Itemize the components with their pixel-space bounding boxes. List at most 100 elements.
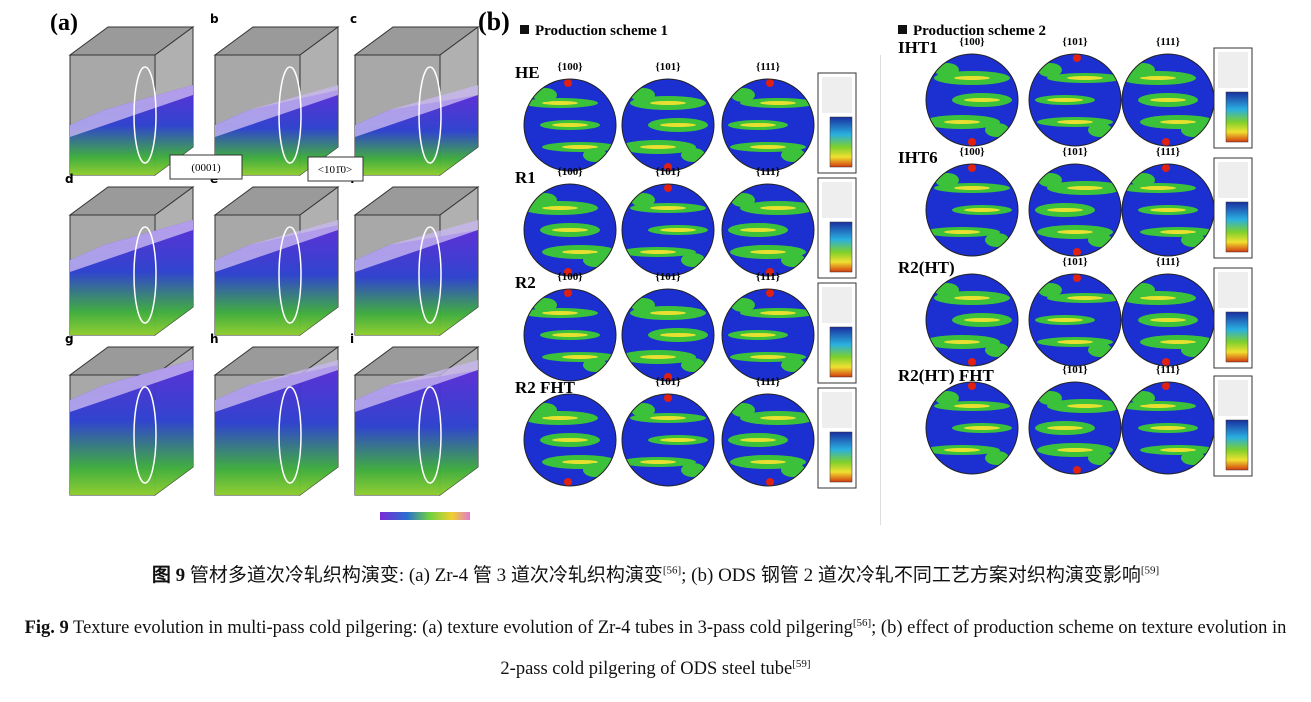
pole-max (968, 138, 976, 146)
pole-band-core (660, 333, 696, 337)
pole-content (1029, 382, 1121, 474)
pole-figure (1028, 163, 1122, 257)
pole-band-core (1067, 404, 1103, 408)
region-outline (133, 66, 157, 164)
pole-max (968, 382, 976, 390)
pole-band-core (1160, 448, 1196, 452)
pole-band-core (1047, 98, 1083, 102)
pole-band-core (552, 438, 588, 442)
pole-outline (1028, 163, 1122, 257)
pole-figure (523, 183, 617, 277)
pole-lobe (935, 63, 959, 77)
pole-outline (523, 78, 617, 172)
bullet (520, 25, 529, 34)
pole-outline (621, 78, 715, 172)
pole-outline (1028, 53, 1122, 147)
pole-content (722, 184, 814, 276)
pole-max (664, 373, 672, 381)
pole-content (1122, 164, 1214, 256)
pole-label: {100} (557, 166, 582, 178)
pole-figure (1028, 53, 1122, 147)
pole-lobe (533, 403, 557, 417)
pole-figure (621, 78, 715, 172)
pole-content (926, 382, 1018, 474)
pole-band-core (1057, 340, 1093, 344)
pole-lobe (985, 233, 1009, 247)
pole-max (1162, 138, 1170, 146)
texture-highlight (70, 220, 193, 272)
region-outline (418, 386, 442, 484)
pole-outline (925, 53, 1019, 147)
pole-band-core (562, 355, 598, 359)
annotation-box (169, 154, 243, 180)
pole-outline (925, 273, 1019, 367)
row-label: HE (515, 63, 540, 82)
pole-content (722, 394, 814, 486)
pole-max (664, 184, 672, 192)
pole-lobe (1088, 123, 1112, 137)
pole-content (622, 394, 714, 486)
legend-text-area (1218, 272, 1248, 308)
row-label: R2 (515, 273, 536, 292)
pole-lobe (935, 173, 959, 187)
pole-figure (925, 53, 1019, 147)
pole-band-core (1140, 76, 1176, 80)
pole-lobe (1038, 63, 1062, 77)
pole-band-core (954, 296, 990, 300)
row-label: R1 (515, 168, 536, 187)
pole-band-core (750, 250, 786, 254)
caption-text: ; (b) ODS 钢管 2 道次冷轧不同工艺方案对织构演变影响 (681, 565, 1141, 586)
pole-band-core (562, 460, 598, 464)
pole-band-core (1057, 230, 1093, 234)
subpanel-label: h (210, 332, 219, 346)
pole-band-core (740, 123, 776, 127)
pole-figure (721, 288, 815, 382)
pole-band-core (1067, 186, 1103, 190)
pole-band-core (964, 318, 1000, 322)
pole-band-core (964, 426, 1000, 430)
pole-content (1029, 164, 1121, 256)
pole-band-core (660, 438, 696, 442)
pole-band-core (552, 123, 588, 127)
pole-label: {111} (756, 376, 780, 388)
pole-lobe (1088, 233, 1112, 247)
pole-lobe (935, 283, 959, 297)
pole-outline (925, 381, 1019, 475)
pole-lobe (1181, 451, 1205, 465)
pole-band-core (1140, 296, 1176, 300)
pole-lobe (935, 391, 959, 405)
pole-lobe (533, 298, 557, 312)
pole-content (1122, 382, 1214, 474)
pole-figure (721, 183, 815, 277)
annotation: <101̄0> (318, 164, 352, 176)
pole-label: {111} (756, 166, 780, 178)
pole-outline (523, 288, 617, 382)
pole-lobe (681, 358, 705, 372)
region-outline (133, 386, 157, 484)
citation: [56] (662, 564, 682, 577)
pole-content (622, 289, 714, 381)
pole-lobe (1038, 391, 1062, 405)
pole-max (968, 164, 976, 172)
pole-lobe (583, 358, 607, 372)
texture-highlight (215, 360, 338, 412)
texture-highlight (355, 85, 478, 137)
annotation: (0001) (191, 162, 221, 174)
row-label: R2 FHT (515, 378, 576, 397)
pole-label: {100} (959, 146, 984, 158)
pole-band-core (1140, 404, 1176, 408)
pole-figure (721, 78, 815, 172)
bullet (898, 25, 907, 34)
pole-label: {111} (756, 271, 780, 283)
pole-band-core (562, 250, 598, 254)
legend-colorbar (829, 431, 853, 483)
pole-figure (523, 288, 617, 382)
scheme-title: Production scheme 1 (535, 23, 668, 39)
pole-lobe (1038, 173, 1062, 187)
pole-band-core (650, 101, 686, 105)
caption-text: ; (b) effect of production scheme on tex… (500, 618, 1287, 680)
pole-max (968, 358, 976, 366)
pole-band-core (964, 208, 1000, 212)
region-outline (278, 226, 302, 324)
